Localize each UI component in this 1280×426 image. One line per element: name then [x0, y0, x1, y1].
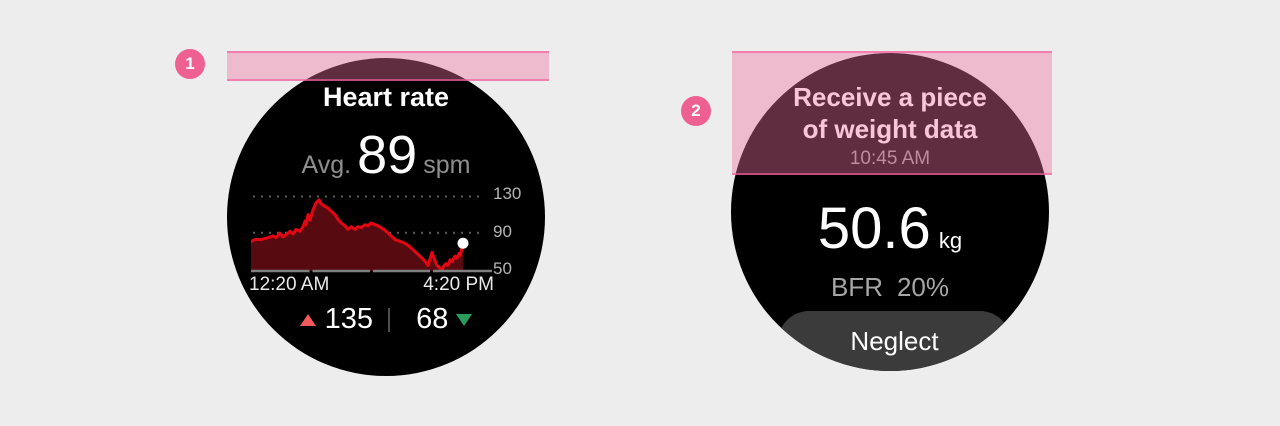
x-axis-labels: 12:20 AM 4:20 PM: [249, 274, 494, 296]
average-heart-rate: Avg. 89 spm: [227, 128, 545, 182]
x-tick-end: 4:20 PM: [423, 274, 494, 295]
annotation-2-badge: 2: [681, 96, 711, 126]
weight-reading: 50.6 kg: [731, 200, 1049, 258]
notification-time: 10:45 AM: [849, 148, 931, 169]
max-value: 135: [324, 303, 374, 335]
max-arrow-up-icon: [299, 313, 316, 326]
y-tick-130: 130: [493, 184, 522, 203]
bfr-reading: BFR 20%: [731, 272, 1049, 303]
current-point: [457, 237, 469, 249]
notification-title-line2: of weight data: [802, 114, 978, 144]
weight-notification-screen: Receive a piece of weight data 10:45 AM …: [731, 53, 1049, 371]
annotation-1-badge: 1: [175, 49, 205, 79]
annotation-1-number: 1: [185, 54, 195, 73]
heart-rate-chart: [251, 195, 492, 273]
page-title: Heart rate: [322, 82, 450, 112]
min-arrow-down-icon: [456, 313, 473, 326]
annotation-2-number: 2: [691, 101, 701, 120]
divider: [388, 307, 391, 332]
weight-unit: kg: [938, 228, 963, 253]
avg-label: Avg.: [301, 151, 352, 179]
x-tick-start: 12:20 AM: [249, 274, 330, 295]
notification-title-line1: Receive a piece: [793, 82, 987, 112]
min-value: 68: [416, 303, 449, 335]
bfr-label: BFR: [830, 272, 883, 302]
heart-rate-area: [251, 199, 463, 271]
heart-rate-line: [251, 198, 465, 271]
heart-rate-screen: Heart rate Avg. 89 spm 130 90 50 12:20 A…: [227, 58, 545, 376]
bfr-value: 20%: [896, 272, 950, 302]
notification-title: Receive a piece of weight data: [731, 81, 1049, 145]
avg-value: 89: [357, 125, 418, 185]
min-max-row: 135 68: [227, 305, 545, 334]
annotation-1-highlight: [227, 51, 549, 81]
annotation-2-highlight: [732, 51, 1052, 175]
avg-unit: spm: [423, 151, 471, 179]
neglect-button-label: Neglect: [850, 326, 939, 356]
neglect-button[interactable]: Neglect: [778, 311, 1011, 371]
weight-value: 50.6: [817, 196, 931, 261]
y-tick-90: 90: [493, 222, 512, 241]
y-tick-50: 50: [493, 259, 512, 278]
